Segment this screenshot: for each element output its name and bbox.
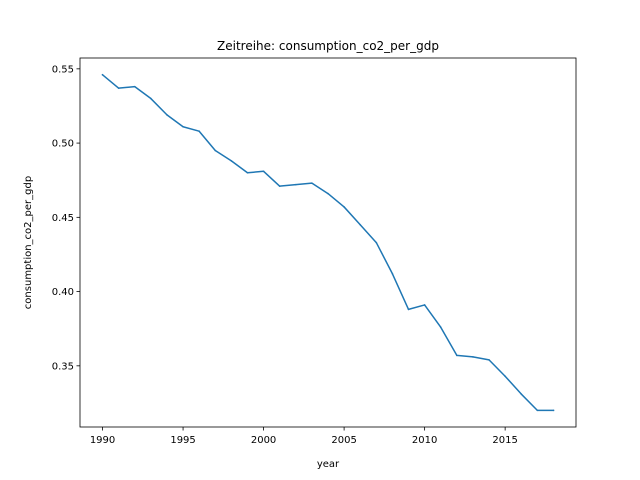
data-point — [311, 182, 313, 184]
data-point — [552, 409, 555, 412]
data-point — [214, 149, 217, 152]
chart-title: Zeitreihe: consumption_co2_per_gdp — [217, 39, 439, 53]
data-point — [407, 308, 410, 311]
data-point — [536, 409, 539, 412]
x-tick-label: 2015 — [492, 435, 517, 446]
data-point — [472, 356, 474, 358]
data-point — [166, 114, 168, 116]
data-point — [246, 171, 249, 174]
data-point — [488, 359, 490, 361]
data-point — [150, 97, 152, 100]
data-point — [262, 170, 265, 173]
x-tick-label: 2005 — [331, 435, 356, 446]
data-point — [117, 87, 120, 89]
data-point — [198, 130, 200, 133]
y-tick-label: 0.35 — [52, 361, 74, 372]
x-tick-label: 2010 — [412, 435, 437, 446]
data-point — [391, 272, 394, 275]
data-point — [101, 73, 104, 76]
data-point — [294, 183, 297, 186]
data-point — [504, 375, 506, 378]
data-point — [278, 185, 281, 187]
data-point — [520, 393, 523, 395]
x-axis-label: year — [317, 459, 340, 470]
data-point — [133, 85, 136, 88]
y-tick-label: 0.40 — [52, 287, 74, 298]
y-axis-label: consumption_co2_per_gdp — [23, 176, 34, 309]
data-point — [327, 192, 329, 195]
y-tick-label: 0.50 — [52, 139, 74, 150]
data-point — [439, 326, 442, 329]
data-point — [456, 354, 458, 357]
y-tick-label: 0.55 — [52, 64, 74, 75]
data-point — [423, 304, 426, 306]
x-tick-label: 1995 — [170, 435, 195, 446]
y-tick-label: 0.45 — [52, 213, 74, 224]
data-point — [375, 241, 378, 244]
data-point — [182, 125, 184, 128]
x-tick-label: 2000 — [251, 435, 276, 446]
x-tick-label: 1990 — [90, 435, 115, 446]
data-point — [230, 160, 233, 162]
data-point — [359, 223, 362, 226]
data-point — [343, 206, 345, 208]
plot-frame — [79, 57, 577, 428]
